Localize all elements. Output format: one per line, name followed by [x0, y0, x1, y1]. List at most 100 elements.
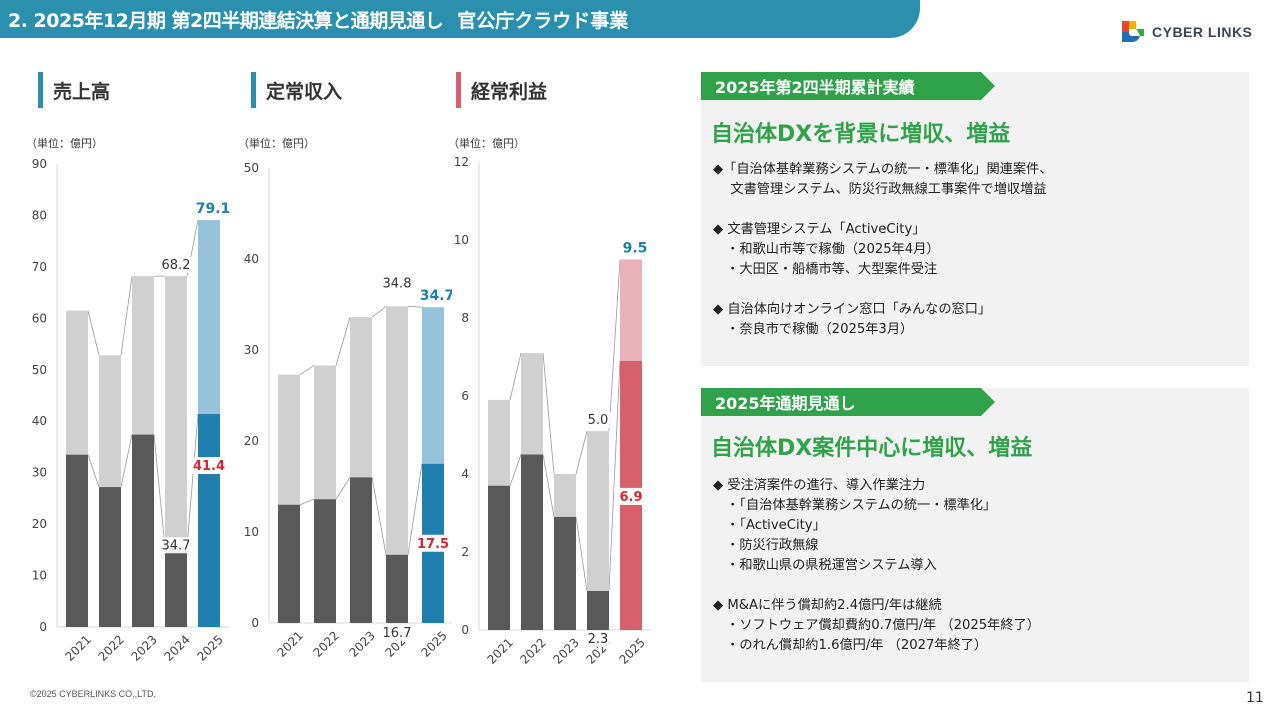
x-tick-label: 2021: [484, 635, 515, 666]
y-tick-label: 20: [244, 434, 259, 448]
x-tick-label: 2025: [616, 635, 647, 666]
unit-label: （単位：億円）: [26, 136, 103, 150]
data-label: 68.2: [162, 258, 191, 273]
section-title: 2. 2025年12月期 第2四半期連結決算と通期見通し: [8, 9, 444, 32]
bar-lower: [488, 485, 510, 630]
bar-upper: [314, 365, 336, 500]
bar-upper: [165, 276, 187, 548]
results-tag-text: 2025年第2四半期累計実績: [715, 78, 915, 97]
sales-chart: （単位：億円） 0 10 20 30 40 50 60 70 80 90 2021 2022 2023 20…: [26, 136, 231, 664]
connector-line: [299, 365, 315, 375]
chart-title-text: 経常利益: [471, 80, 548, 103]
bullet-line: ・「ActiveCity」: [713, 518, 826, 533]
x-tick-label: 2022: [517, 635, 548, 666]
data-label: 41.4: [193, 459, 225, 474]
bullet-line: ◆「自治体基幹業務システムの統一・標準化」関連案件、: [713, 162, 1053, 177]
x-tick-label: 2022: [310, 628, 341, 659]
bullet-line: ・大田区・船橋市等、大型案件受注: [713, 262, 938, 277]
bar-upper: [66, 310, 88, 455]
x-tick-label: 2021: [62, 632, 93, 663]
data-label: 34.8: [383, 276, 412, 291]
page-number: 11: [1246, 690, 1264, 706]
connector-line: [509, 454, 522, 486]
bar-upper: [587, 431, 609, 591]
y-tick-label: 2: [461, 545, 469, 559]
data-label: 79.1: [196, 201, 231, 217]
company-logo: CYBER LINKS: [1118, 18, 1252, 46]
x-tick-label: 2023: [346, 628, 377, 659]
bar-lower: [554, 516, 576, 630]
bullet-gap: [713, 280, 1052, 300]
logo-wordmark: CYBER LINKS: [1152, 24, 1253, 40]
bullet-line: ・和歌山県の県税運営システム導入: [713, 558, 937, 573]
forecast-tag-text: 2025年通期見通し: [715, 394, 856, 413]
connector-line: [120, 276, 133, 356]
y-tick-label: 50: [32, 363, 47, 377]
data-label-bg: [192, 457, 226, 475]
y-tick-label: 60: [32, 311, 47, 325]
data-label: 6.9: [619, 490, 642, 505]
segment-title: 官公庁クラウド事業: [457, 9, 629, 32]
connector-line: [186, 413, 199, 548]
chart-title-text: 売上高: [53, 80, 111, 103]
bar-lower: [132, 434, 154, 627]
forecast-panel: 2025年通期見通し 自治体DX案件中心に増収、増益 ◆ 受注済案件の進行、導入…: [701, 388, 1249, 682]
y-tick-label: 8: [461, 311, 469, 325]
chart-title-text: 定常収入: [266, 80, 343, 103]
y-tick-label: 0: [251, 616, 259, 630]
bullet-line: ・和歌山市等で稼働（2025年4月）: [713, 242, 940, 257]
bar-lower: [278, 504, 300, 623]
connector-line: [335, 317, 351, 366]
bar-upper: [278, 374, 300, 505]
header-bar: 2. 2025年12月期 第2四半期連結決算と通期見通し 官公庁クラウド事業: [0, 0, 920, 38]
bar-lower: [350, 477, 372, 623]
y-tick-label: 90: [32, 157, 47, 171]
data-label-bg: [160, 537, 192, 554]
forecast-tag: 2025年通期見通し: [701, 388, 995, 416]
y-tick-label: 40: [244, 252, 259, 266]
bullet-line: ◆ M&Aに伴う償却約2.4億円/年は継続: [713, 598, 942, 613]
forecast-headline: 自治体DX案件中心に増収、増益: [711, 436, 1033, 461]
bullet-line: ◆ 自治体向けオンライン窓口「みんなの窓口」: [713, 302, 992, 317]
y-tick-label: 80: [32, 208, 47, 222]
y-tick-label: 0: [461, 623, 469, 637]
bar-upper: [620, 259, 642, 361]
connector-line: [299, 498, 315, 506]
data-label-bg: [582, 631, 614, 647]
bullet-line: ◆ 文書管理システム「ActiveCity」: [713, 222, 926, 237]
y-tick-label: 12: [454, 155, 469, 169]
connector-line: [407, 463, 423, 555]
bar-upper: [488, 399, 510, 486]
connector-line: [575, 431, 588, 475]
x-tick-label: 2022: [95, 632, 126, 663]
bullet-line: ◆ 受注済案件の進行、導入作業注力: [713, 478, 926, 493]
connector-line: [608, 259, 621, 432]
data-label: 5.0: [588, 413, 609, 428]
bullet-line: ・防災行政無線: [713, 538, 819, 553]
data-label: 34.7: [162, 538, 191, 553]
connector-line: [542, 353, 555, 475]
unit-label: （単位：億円）: [238, 136, 315, 150]
connector-line: [87, 454, 100, 488]
y-tick-label: 40: [32, 414, 47, 428]
connector-line: [542, 454, 555, 517]
x-tick-label: 2023: [128, 632, 159, 663]
bullet-line: 文書管理システム、防災行政無線工事案件で増収増益: [713, 182, 1047, 197]
unit-label: （単位：億円）: [448, 136, 525, 150]
y-tick-label: 50: [244, 161, 259, 175]
results-tag: 2025年第2四半期累計実績: [701, 72, 995, 100]
cyberlinks-logo-icon: [1122, 21, 1144, 42]
connector-line: [371, 477, 387, 555]
bar-lower: [99, 487, 121, 627]
connector-line: [509, 353, 522, 400]
bar-lower: [386, 554, 408, 623]
connector-line: [575, 516, 588, 592]
bar-upper: [521, 353, 543, 455]
data-label-bg: [416, 534, 450, 552]
y-tick-label: 70: [32, 260, 47, 274]
data-label-bg: [381, 624, 413, 641]
bar-lower: [66, 454, 88, 627]
results-bullets: ◆「自治体基幹業務システムの統一・標準化」関連案件、 文書管理システム、防災行政…: [713, 160, 1052, 340]
